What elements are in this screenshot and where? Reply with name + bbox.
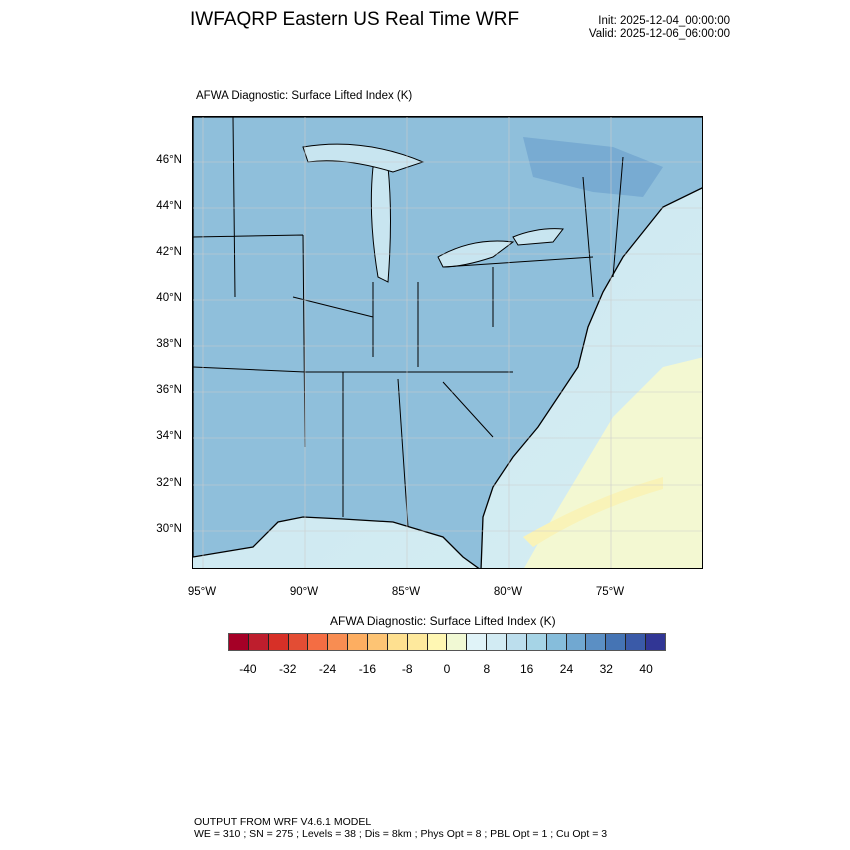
colorbar-swatch	[348, 634, 369, 650]
colorbar-label: -32	[279, 662, 297, 676]
colorbar-swatch	[248, 634, 269, 650]
lat-label: 42°N	[156, 246, 182, 258]
colorbar-swatch	[308, 634, 329, 650]
colorbar-swatch	[487, 634, 508, 650]
time-info: Init: 2025-12-04_00:00:00 Valid: 2025-12…	[589, 15, 730, 41]
map-panel	[192, 116, 703, 569]
plot-title: IWFAQRP Eastern US Real Time WRF	[190, 9, 520, 30]
footer: OUTPUT FROM WRF V4.6.1 MODEL WE = 310 ; …	[194, 816, 607, 840]
init-time: Init: 2025-12-04_00:00:00	[598, 15, 730, 27]
valid-time: Valid: 2025-12-06_06:00:00	[588, 28, 730, 40]
colorbar-label: -8	[401, 662, 413, 676]
lake-ontario	[512, 228, 564, 246]
colorbar-label: 8	[483, 662, 491, 676]
colorbar-swatch	[546, 634, 567, 650]
lon-label: 90°W	[289, 586, 319, 598]
colorbar-title: AFWA Diagnostic: Surface Lifted Index (K…	[330, 614, 556, 628]
lat-label: 34°N	[156, 430, 182, 442]
footer-model: OUTPUT FROM WRF V4.6.1 MODEL	[194, 816, 372, 828]
colorbar-swatch	[328, 634, 349, 650]
graticule	[193, 117, 702, 568]
map-svg	[193, 117, 702, 568]
colorbar-swatch	[447, 634, 468, 650]
colorbar-swatch	[626, 634, 647, 650]
state-borders	[193, 117, 624, 528]
lon-label: 80°W	[493, 586, 523, 598]
colorbar-swatch	[229, 634, 249, 650]
colorbar-swatch	[387, 634, 408, 650]
colorbar	[228, 633, 666, 651]
colorbar-swatch	[368, 634, 388, 650]
colorbar-label: 40	[639, 662, 653, 676]
colorbar-swatch	[268, 634, 289, 650]
high-li-area	[523, 137, 663, 197]
lake-michigan	[370, 166, 391, 283]
colorbar-swatch	[288, 634, 309, 650]
map-subtitle: AFWA Diagnostic: Surface Lifted Index (K…	[196, 90, 413, 102]
colorbar-label: 24	[559, 662, 574, 676]
colorbar-label: 32	[599, 662, 613, 676]
lat-label: 32°N	[156, 477, 182, 489]
colorbar-label: -40	[239, 662, 257, 676]
colorbar-swatch	[407, 634, 428, 650]
colorbar-swatch	[526, 634, 547, 650]
lon-label: 85°W	[391, 586, 421, 598]
lat-label: 40°N	[156, 292, 182, 304]
colorbar-swatch	[467, 634, 488, 650]
colorbar-swatch	[586, 634, 607, 650]
lon-label: 95°W	[187, 586, 217, 598]
footer-config: WE = 310 ; SN = 275 ; Levels = 38 ; Dis …	[194, 828, 608, 840]
colorbar-label: 0	[443, 662, 451, 676]
warm-band	[523, 477, 663, 547]
colorbar-swatch	[606, 634, 627, 650]
colorbar-swatch	[427, 634, 448, 650]
lat-label: 30°N	[156, 523, 182, 535]
lon-label: 75°W	[595, 586, 625, 598]
land	[193, 117, 702, 568]
lat-label: 44°N	[156, 200, 182, 212]
lat-label: 46°N	[156, 154, 182, 166]
colorbar-swatch	[566, 634, 587, 650]
colorbar-label: -24	[318, 662, 337, 676]
lat-label: 38°N	[156, 338, 182, 350]
colorbar-label: -16	[358, 662, 377, 676]
colorbar-swatch	[646, 634, 665, 650]
colorbar-swatch	[507, 634, 527, 650]
lat-label: 36°N	[156, 384, 182, 396]
colorbar-label: 16	[519, 662, 534, 676]
